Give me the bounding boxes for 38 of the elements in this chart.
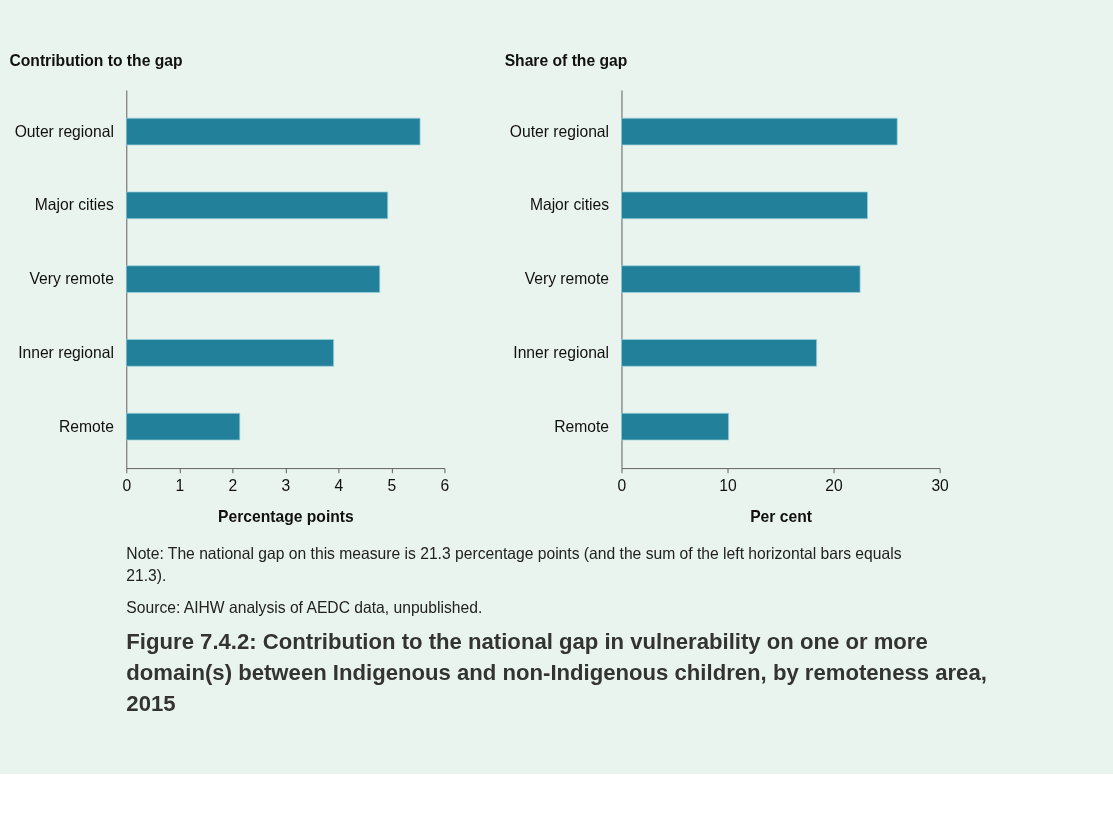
x-tick-label: 30 (931, 476, 950, 494)
y-tick-label: Very remote (524, 270, 610, 288)
y-tick-label: Inner regional (18, 343, 114, 361)
y-tick-label: Major cities (529, 196, 610, 214)
bar (125, 339, 335, 367)
y-tick-label: Outer regional (509, 122, 610, 140)
x-tick-label: 0 (122, 476, 132, 494)
y-tick-label: Inner regional (513, 343, 610, 361)
y-tick-label: Remote (554, 417, 610, 435)
x-tick-label: 1 (175, 476, 185, 494)
x-tick-label: 10 (719, 476, 738, 494)
bar (125, 412, 241, 441)
y-tick-label: Very remote (29, 270, 115, 288)
bar (125, 265, 381, 293)
x-tick-label: 2 (228, 476, 238, 494)
bar (621, 412, 729, 441)
bar (125, 191, 389, 220)
x-tick-label: 6 (440, 476, 450, 494)
text: Note: The national gap on this measure is 21.3 percentage points (and the sum of the left horizontal bars equals 21.3). (126, 545, 902, 585)
y-tick-label: Outer regional (14, 122, 114, 140)
x-tick-label: 5 (387, 476, 397, 494)
bar (621, 339, 817, 367)
chart-title: Contribution to the gap (9, 52, 183, 70)
bar (125, 117, 421, 146)
caption: Figure 7.4.2: Contribution to the national gap in vulnerability on one or more domain(s) between Indigenous and non-Indigenous children, by remoteness area, 2015 (126, 629, 987, 717)
x-tick-label: 3 (281, 476, 291, 494)
bar (621, 265, 861, 293)
x-axis-title: Per cent (750, 508, 813, 526)
bar (621, 117, 898, 146)
y-tick-label: Remote (59, 417, 115, 435)
bar (621, 191, 868, 220)
chart-title: Share of the gap (504, 52, 628, 70)
x-tick-label: 20 (825, 476, 844, 494)
x-tick-label: 0 (617, 476, 627, 494)
x-tick-label: 4 (334, 476, 344, 494)
x-axis-title: Percentage points (217, 508, 355, 526)
y-tick-label: Major cities (34, 196, 115, 214)
source-note: Source: AIHW analysis of AEDC data, unpublished. (126, 598, 483, 616)
